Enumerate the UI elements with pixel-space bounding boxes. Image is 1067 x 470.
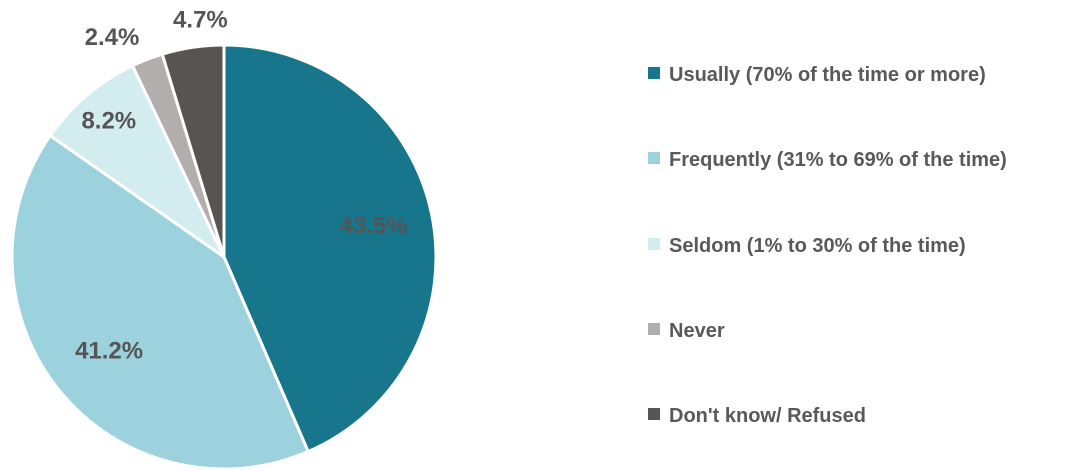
pie-chart: 43.5% 41.2% 8.2% 2.4% 4.7% (10, 6, 438, 470)
legend-label-dont-know: Don't know/ Refused (669, 405, 866, 427)
legend-swatch-seldom (648, 238, 660, 250)
legend-item-frequently[interactable]: Frequently (31% to 69% of the time) (648, 145, 1063, 175)
pie-slice-dont-know (160, 43, 226, 259)
pie-slice-seldom (48, 64, 226, 259)
legend-item-usually[interactable]: Usually (70% of the time or more) (648, 60, 1063, 90)
data-label-dont-know: 4.7% (173, 6, 228, 33)
legend-swatch-dont-know (648, 408, 660, 420)
data-label-never: 2.4% (85, 24, 140, 51)
legend-label-seldom: Seldom (1% to 30% of the time) (669, 235, 966, 257)
legend-swatch-usually (648, 67, 660, 79)
legend-label-frequently: Frequently (31% to 69% of the time) (669, 149, 1007, 171)
pie-slice-usually (222, 43, 438, 454)
legend-label-never: Never (669, 320, 725, 342)
legend-label-usually: Usually (70% of the time or more) (669, 64, 986, 86)
legend-item-never[interactable]: Never (648, 316, 1063, 346)
pie-slice-frequently (10, 134, 310, 470)
data-label-frequently: 41.2% (75, 337, 143, 364)
legend-swatch-frequently (648, 152, 660, 164)
chart-legend: Usually (70% of the time or more) Freque… (648, 0, 1067, 470)
legend-item-seldom[interactable]: Seldom (1% to 30% of the time) (648, 231, 1063, 261)
data-label-seldom: 8.2% (81, 108, 136, 135)
legend-swatch-never (648, 323, 660, 335)
legend-item-dont-know[interactable]: Don't know/ Refused (648, 401, 1063, 431)
data-label-usually: 43.5% (339, 213, 407, 240)
